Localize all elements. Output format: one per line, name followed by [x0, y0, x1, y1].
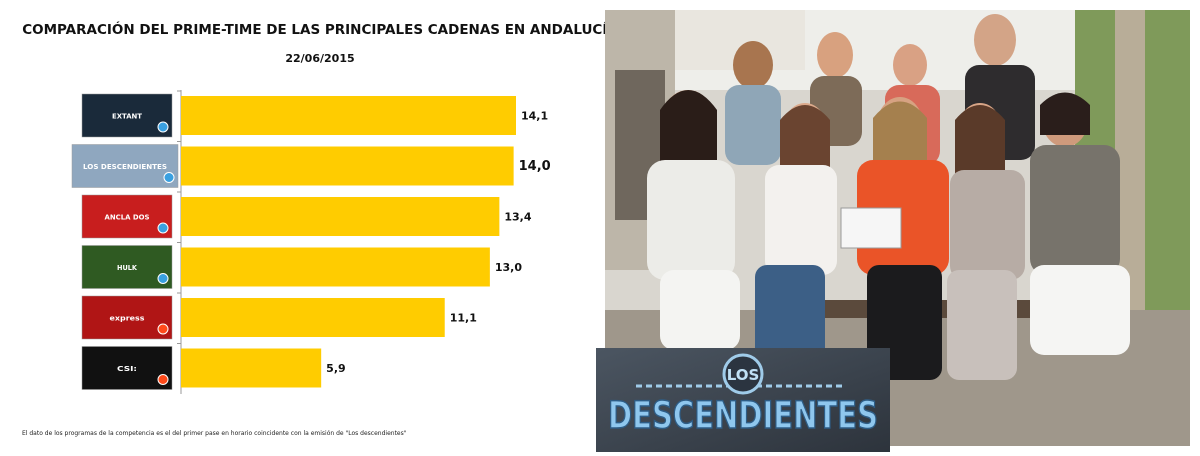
- channel-icon: [157, 273, 169, 284]
- antena3-icon: [157, 323, 169, 335]
- bar-3: [181, 197, 500, 236]
- value-label-3: 13,4: [504, 211, 531, 224]
- value-label-5: 11,1: [450, 312, 477, 325]
- logo-main-text: DESCENDIENTES: [608, 394, 878, 437]
- category-label-6: CSI:: [117, 365, 137, 373]
- los-descendientes-logo: LOS DESCENDIENTES: [596, 348, 890, 452]
- bar-4: [181, 247, 490, 287]
- category-label-3: ANCLA DOS: [105, 214, 150, 222]
- bar-chart: 14,1 EXTANT 14,0 LOS DESCENDIENTES 13,4 ANCLA…: [71, 90, 551, 394]
- bar-6: [181, 348, 322, 388]
- chart-panel: COMPARACIÓN DEL PRIME-TIME DE LAS PRINCI…: [0, 0, 618, 456]
- category-logo-6: CSI:: [81, 346, 173, 390]
- channel-icon: [157, 222, 169, 234]
- category-logo-1: EXTANT: [81, 93, 173, 138]
- category-label-2: LOS DESCENDIENTES: [83, 163, 167, 171]
- category-label-4: HULK: [117, 264, 138, 272]
- value-label-2: 14,0: [519, 159, 551, 174]
- bar-1: [181, 96, 516, 135]
- category-logo-2: LOS DESCENDIENTES: [71, 144, 179, 188]
- category-logo-4: HULK: [81, 245, 173, 289]
- chart-title: COMPARACIÓN DEL PRIME-TIME DE LAS PRINCI…: [22, 22, 618, 38]
- category-label-1: EXTANT: [112, 113, 142, 121]
- channel-icon: [157, 121, 169, 133]
- antena3-icon: [157, 374, 169, 385]
- channel-icon: [163, 172, 175, 183]
- bar-5: [181, 298, 445, 337]
- value-label-4: 13,0: [495, 261, 522, 274]
- bar-2: [181, 146, 514, 186]
- category-logo-3: ANCLA DOS: [81, 194, 173, 239]
- footnote: El dato de los programas de la competenc…: [22, 430, 407, 437]
- value-label-6: 5,9: [326, 362, 346, 375]
- chart-date: 22/06/2015: [285, 52, 355, 65]
- logo-top-text: LOS: [727, 366, 760, 384]
- category-label-5: express: [110, 315, 145, 323]
- category-logo-5: express: [81, 295, 173, 340]
- value-label-1: 14,1: [521, 110, 548, 123]
